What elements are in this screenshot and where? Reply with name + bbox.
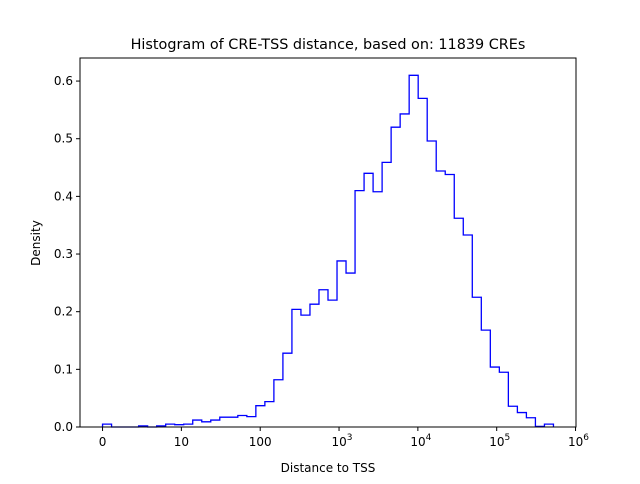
histogram-bin — [382, 162, 391, 427]
histogram-bin — [490, 367, 499, 427]
histogram-bin — [193, 420, 202, 427]
x-tick-label: 100 — [249, 435, 272, 449]
y-tick-label: 0.4 — [54, 189, 73, 203]
histogram-bin — [499, 372, 508, 427]
histogram-step-line — [101, 74, 555, 428]
histogram-bin — [202, 422, 211, 427]
histogram-bin — [454, 218, 463, 427]
histogram-bin — [364, 173, 373, 427]
histogram-bin — [265, 402, 274, 427]
histogram-bin — [301, 315, 310, 427]
y-tick-label: 0.1 — [54, 362, 73, 376]
histogram-bin — [526, 418, 535, 427]
x-axis-label: Distance to TSS — [281, 461, 376, 475]
histogram-bin — [274, 380, 283, 427]
histogram-bin — [229, 417, 238, 427]
x-tick-label: 105 — [489, 433, 510, 449]
y-tick-label: 0.2 — [54, 305, 73, 319]
histogram-bin — [481, 330, 490, 427]
histogram-bin — [472, 297, 481, 427]
y-tick-label: 0.5 — [54, 132, 73, 146]
chart-title: Histogram of CRE-TSS distance, based on:… — [131, 37, 526, 53]
histogram-bin — [409, 75, 418, 427]
histogram-bin — [319, 290, 328, 427]
histogram-bin — [400, 114, 409, 427]
histogram-bin — [220, 417, 229, 427]
histogram-bin — [373, 192, 382, 427]
histogram-bin — [463, 235, 472, 427]
histogram-bin — [355, 191, 364, 427]
histogram-bin — [283, 353, 292, 427]
histogram-bin — [436, 171, 445, 427]
histogram-bin — [337, 261, 346, 427]
x-tick-label: 104 — [410, 433, 431, 449]
histogram-bin — [391, 127, 400, 427]
histogram-bin — [508, 406, 517, 427]
y-tick-label: 0.6 — [54, 74, 73, 88]
y-tick-label: 0.0 — [54, 420, 73, 434]
histogram-bin — [427, 141, 436, 427]
histogram-bin — [517, 413, 526, 427]
histogram-bin — [211, 420, 220, 427]
histogram-bin — [256, 406, 265, 427]
histogram-bin — [247, 417, 256, 427]
histogram-bin — [292, 309, 301, 427]
y-axis-label: Density — [29, 220, 43, 266]
histogram-bin — [310, 304, 319, 427]
x-tick-label: 103 — [332, 433, 353, 449]
histogram-bin — [346, 273, 355, 427]
x-tick-label: 106 — [568, 433, 589, 449]
x-tick-label: 10 — [174, 435, 189, 449]
y-tick-label: 0.3 — [54, 247, 73, 261]
histogram-bin — [445, 174, 454, 427]
histogram-bin — [418, 98, 427, 427]
histogram-bin — [238, 415, 247, 427]
histogram-bin — [328, 300, 337, 427]
plot-frame — [79, 57, 577, 428]
x-tick-label: 0 — [99, 435, 107, 449]
